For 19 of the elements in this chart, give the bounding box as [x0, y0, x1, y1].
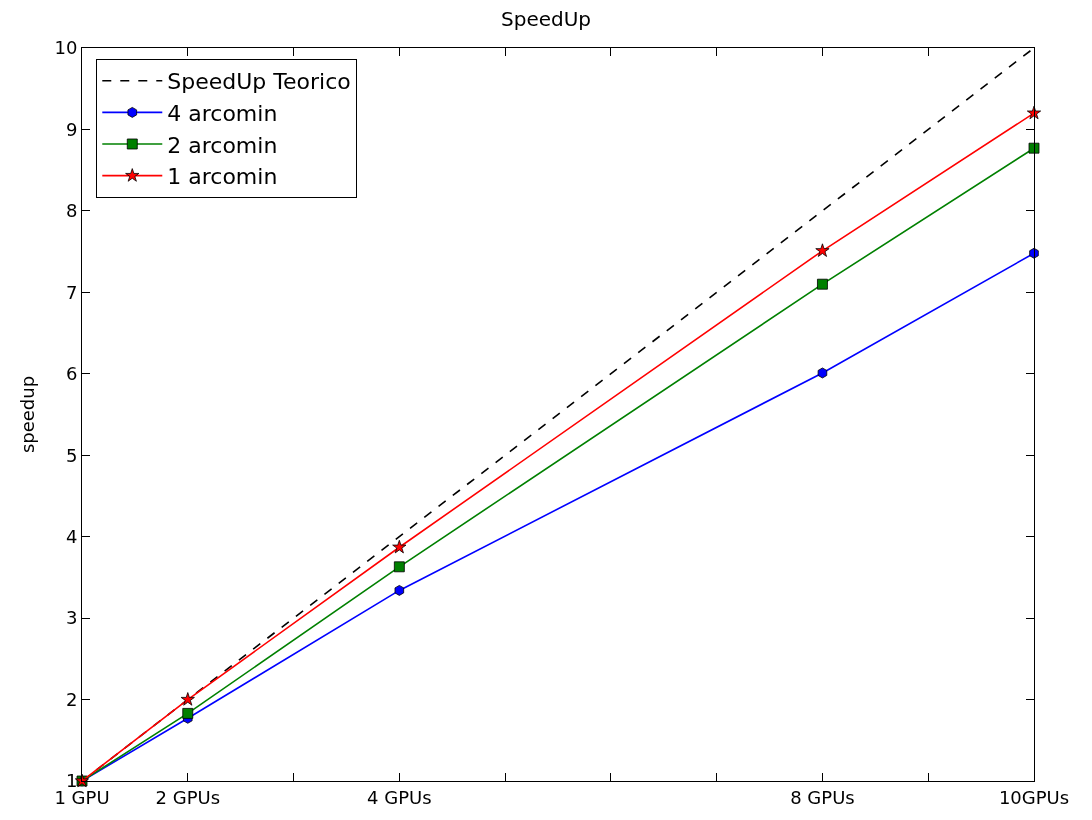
chart-title: SpeedUp: [500, 7, 592, 32]
legend-label: 1 arcomin: [167, 164, 278, 190]
y-tick-label: 5: [65, 444, 78, 466]
y-tick-label: 10: [54, 37, 78, 59]
y-tick-label: 7: [65, 281, 78, 303]
y-tick-label: 4: [65, 525, 78, 547]
y-axis-title: speedup: [16, 375, 38, 454]
y-tick-label: 3: [65, 607, 78, 629]
x-tick-label: 10GPUs: [998, 786, 1070, 808]
y-tick-label: 6: [65, 363, 78, 385]
legend-label: 4 arcomin: [167, 100, 278, 126]
x-tick-label: 8 GPUs: [790, 786, 855, 808]
y-tick-label: 8: [65, 200, 78, 222]
y-tick-label: 9: [65, 118, 78, 140]
y-tick-label: 2: [65, 688, 78, 710]
x-tick-label: 2 GPUs: [155, 786, 221, 808]
legend-label: 2 arcomin: [167, 132, 278, 158]
legend-label: SpeedUp Teorico: [167, 69, 351, 95]
x-tick-label: 4 GPUs: [367, 786, 432, 808]
